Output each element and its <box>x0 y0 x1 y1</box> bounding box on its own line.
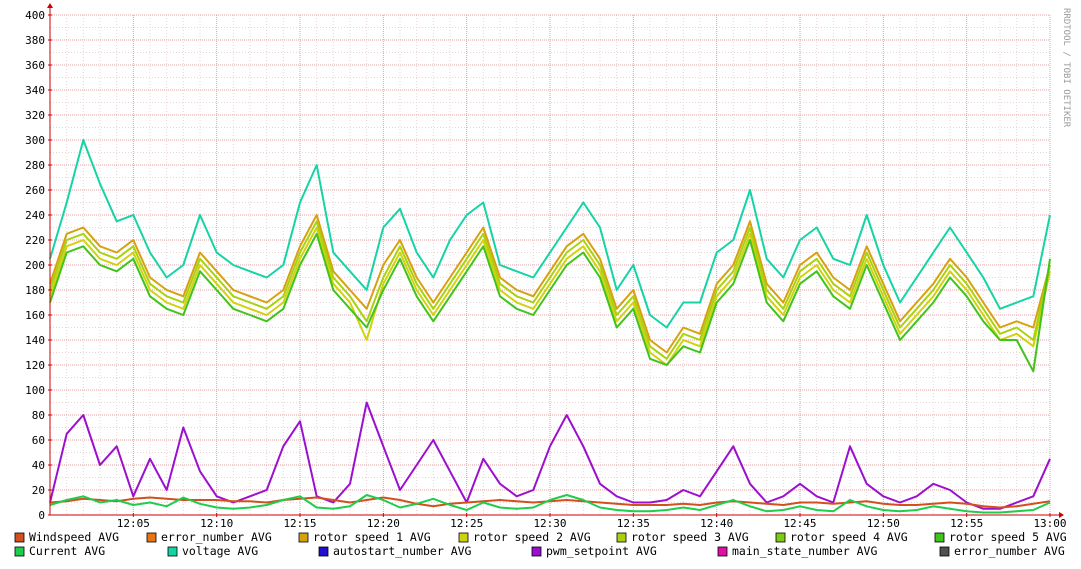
axis-layer <box>47 3 1064 518</box>
y-tick-label: 240 <box>25 209 45 222</box>
series-line <box>49 214 1051 354</box>
y-tick-label: 280 <box>25 159 45 172</box>
y-tick-label: 400 <box>25 9 45 22</box>
y-axis-arrow <box>47 3 53 8</box>
series-line <box>49 226 1051 366</box>
y-tick-label: 320 <box>25 109 45 122</box>
legend-swatch <box>939 546 950 557</box>
watermark-text: RRDTOOL / TOBI OETIKER <box>1061 8 1071 128</box>
y-tick-label: 380 <box>25 34 45 47</box>
legend-swatch <box>934 532 945 543</box>
y-tick-label: 140 <box>25 334 45 347</box>
series-line <box>49 496 1051 509</box>
legend: Windspeed AVG error_number AVG rotor speed… <box>14 530 1067 558</box>
y-tick-label: 360 <box>25 59 45 72</box>
y-tick-label: 180 <box>25 284 45 297</box>
y-tick-label: 40 <box>32 459 45 472</box>
x-tick-label: 12:55 <box>950 517 983 530</box>
x-tick-label: 12:45 <box>783 517 816 530</box>
legend-label: rotor speed 3 AVG <box>631 530 749 544</box>
legend-label: rotor speed 4 AVG <box>790 530 908 544</box>
x-tick-label: 12:10 <box>200 517 233 530</box>
legend-label: voltage AVG <box>182 544 258 558</box>
y-tick-label: 100 <box>25 384 45 397</box>
legend-swatch <box>775 532 786 543</box>
series-line <box>49 494 1051 514</box>
series-line <box>49 401 1051 510</box>
y-tick-label: 80 <box>32 409 45 422</box>
legend-label: rotor speed 5 AVG <box>949 530 1067 544</box>
x-axis-arrow <box>1059 512 1064 518</box>
series-line <box>49 220 1051 360</box>
y-tick-label: 220 <box>25 234 45 247</box>
legend-label: Windspeed AVG <box>29 530 119 544</box>
x-tick-label: 12:05 <box>117 517 150 530</box>
legend-swatch <box>298 532 309 543</box>
legend-swatch <box>14 532 25 543</box>
legend-swatch <box>318 546 329 557</box>
legend-swatch <box>458 532 469 543</box>
legend-label: Current AVG <box>29 544 105 558</box>
series-layer <box>49 139 1051 514</box>
series-line <box>49 139 1051 329</box>
y-tick-label: 340 <box>25 84 45 97</box>
legend-swatch <box>146 532 157 543</box>
x-tick-label: 13:00 <box>1033 517 1066 530</box>
legend-swatch <box>167 546 178 557</box>
x-tick-label: 12:20 <box>367 517 400 530</box>
y-tick-label: 0 <box>38 509 45 522</box>
legend-swatch <box>14 546 25 557</box>
legend-swatch <box>531 546 542 557</box>
x-tick-label: 12:15 <box>283 517 316 530</box>
x-tick-label: 12:50 <box>867 517 900 530</box>
legend-label: rotor speed 2 AVG <box>473 530 591 544</box>
x-tick-label: 12:30 <box>533 517 566 530</box>
y-tick-label: 300 <box>25 134 45 147</box>
x-tick-label: 12:40 <box>700 517 733 530</box>
y-tick-label: 260 <box>25 184 45 197</box>
x-tick-label: 12:25 <box>450 517 483 530</box>
y-tick-label: 60 <box>32 434 45 447</box>
legend-label: pwm_setpoint AVG <box>546 544 657 558</box>
y-tick-label: 20 <box>32 484 45 497</box>
y-tick-label: 120 <box>25 359 45 372</box>
legend-label: main_state_number AVG <box>732 544 877 558</box>
legend-label: error_number AVG <box>954 544 1065 558</box>
y-tick-label: 200 <box>25 259 45 272</box>
legend-swatch <box>616 532 627 543</box>
legend-label: rotor speed 1 AVG <box>313 530 431 544</box>
x-tick-label: 12:35 <box>617 517 650 530</box>
y-tick-label: 160 <box>25 309 45 322</box>
tick-label-layer: 0 20 40 60 80 100 120 140 160 180 200 220 240 260 280 3… <box>25 9 1066 530</box>
legend-label: error_number AVG <box>161 530 272 544</box>
legend-label: autostart_number AVG <box>333 544 472 558</box>
series-line <box>49 232 1051 373</box>
legend-swatch <box>717 546 728 557</box>
